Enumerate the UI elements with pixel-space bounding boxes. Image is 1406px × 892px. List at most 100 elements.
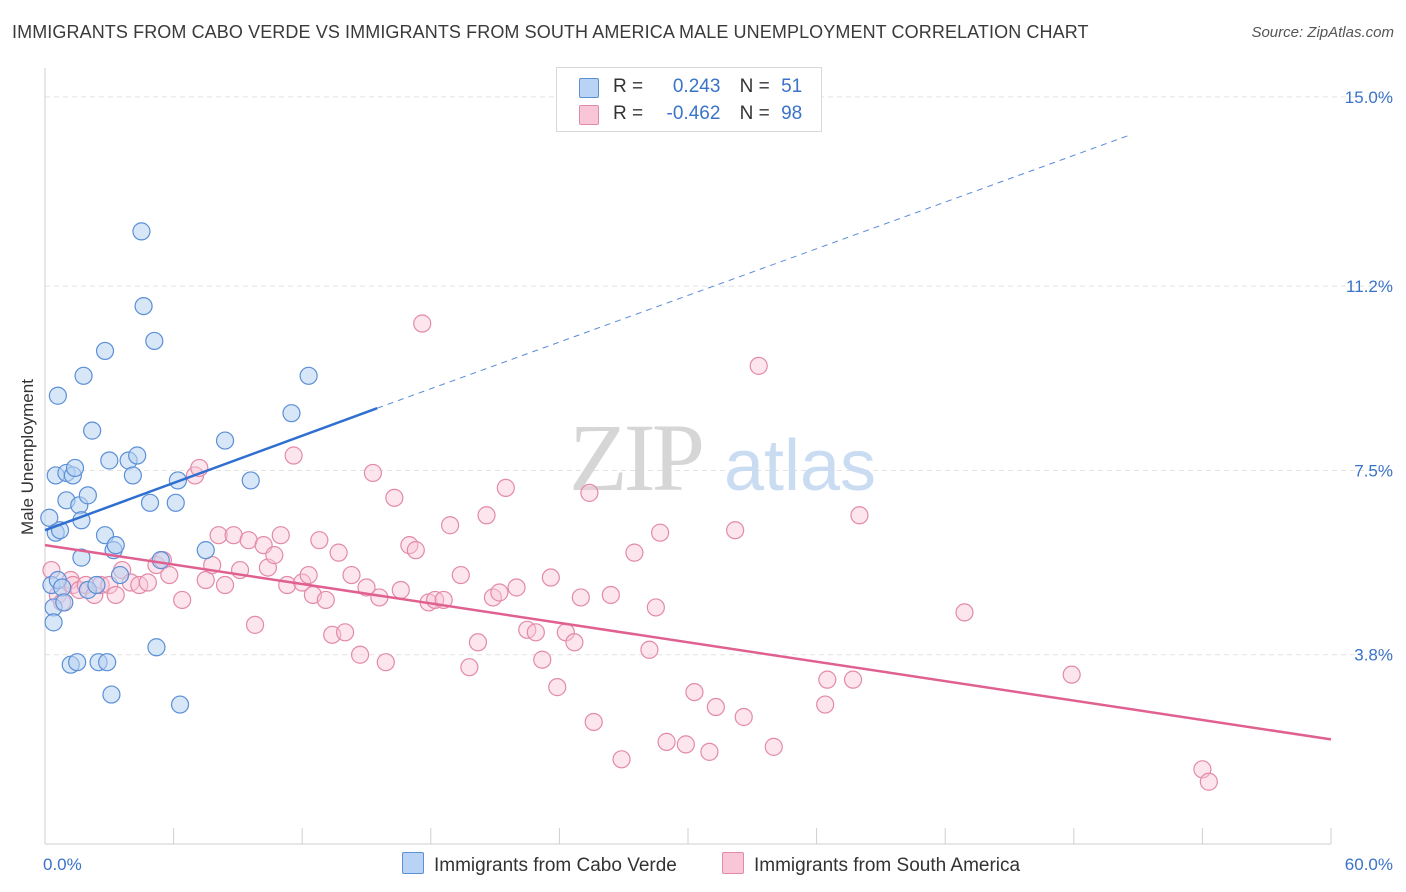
point-south-america [676, 735, 695, 754]
point-south-america [350, 645, 370, 664]
point-cabo-verde [145, 331, 164, 351]
point-south-america [160, 565, 179, 585]
point-south-america [391, 580, 410, 600]
point-cabo-verde [196, 541, 215, 560]
point-cabo-verde [53, 578, 72, 597]
point-south-america [376, 653, 395, 672]
point-south-america [625, 543, 644, 562]
x-tick-label: 60.0% [1345, 855, 1393, 874]
point-south-america [565, 633, 584, 652]
point-south-america [224, 526, 243, 545]
point-south-america [440, 516, 460, 535]
legend-n-value: 98 [781, 103, 803, 124]
legend-r-label: R = [613, 76, 644, 97]
watermark-zip: ZIP [569, 404, 702, 511]
watermark: ZIP atlas [569, 404, 876, 511]
point-south-america [406, 541, 425, 560]
point-cabo-verde [170, 695, 190, 714]
point-cabo-verde [241, 471, 260, 490]
point-south-america [955, 603, 974, 622]
legend-r-label: R = [613, 103, 644, 124]
chart-title: IMMIGRANTS FROM CABO VERDE VS IMMIGRANTS… [12, 22, 1089, 42]
point-cabo-verde [299, 366, 318, 385]
point-south-america [651, 523, 670, 542]
point-south-america [526, 623, 545, 642]
point-south-america [310, 531, 329, 550]
point-south-america [657, 732, 676, 751]
point-south-america [584, 712, 603, 732]
bottom-legend-swatch-pink [722, 852, 744, 874]
point-cabo-verde [98, 653, 117, 672]
point-south-america [685, 682, 704, 702]
point-cabo-verde [48, 386, 67, 405]
point-south-america [265, 546, 284, 565]
point-south-america [278, 575, 297, 595]
legend-swatch-pink [579, 105, 599, 125]
point-south-america [726, 521, 745, 540]
point-cabo-verde [132, 222, 151, 241]
legend-swatch-blue [579, 78, 599, 98]
point-cabo-verde [55, 593, 74, 612]
bottom-legend-label-cabo-verde: Immigrants from Cabo Verde [434, 855, 677, 876]
point-south-america [646, 598, 665, 617]
point-south-america [363, 463, 383, 483]
y-tick-label: 3.8% [1354, 646, 1393, 665]
point-south-america [843, 670, 863, 689]
trend-line-south-america [44, 543, 1332, 741]
point-cabo-verde [78, 486, 97, 505]
bottom-legend-label-south-america: Immigrants from South America [754, 855, 1021, 876]
y-tick-label: 11.2% [1346, 277, 1393, 296]
point-cabo-verde [83, 421, 102, 440]
bottom-legend-cabo-verde: Immigrants from Cabo Verde [402, 852, 677, 877]
point-cabo-verde [87, 575, 106, 595]
point-south-america [580, 483, 599, 502]
tick-labels: 3.8% 7.5% 11.2% 15.0% 0.0% 60.0% [43, 88, 1393, 874]
point-south-america [239, 531, 258, 550]
watermark-atlas: atlas [724, 426, 876, 506]
point-cabo-verde [166, 493, 185, 512]
point-south-america [196, 570, 215, 590]
point-south-america [601, 585, 620, 605]
point-south-america [640, 640, 659, 659]
point-south-america [816, 695, 835, 714]
series-cabo-verde-points [40, 222, 318, 714]
point-south-america [1062, 665, 1081, 684]
point-cabo-verde [100, 451, 119, 470]
point-south-america [460, 658, 479, 677]
point-south-america [342, 565, 361, 585]
legend-r-value: -0.462 [666, 103, 721, 124]
point-cabo-verde [40, 508, 59, 527]
point-cabo-verde [68, 653, 87, 672]
trend-line-cabo-verde-extension [377, 135, 1128, 409]
point-cabo-verde [110, 565, 130, 585]
point-south-america [451, 565, 470, 585]
trend-line-cabo-verde [44, 407, 378, 532]
x-tick-label: 0.0% [43, 855, 82, 874]
point-south-america [706, 697, 725, 717]
point-cabo-verde [151, 551, 170, 570]
point-cabo-verde [147, 638, 166, 657]
point-cabo-verde [215, 431, 235, 450]
point-south-america [245, 615, 265, 634]
trend-lines [44, 135, 1332, 741]
series-south-america-points [42, 314, 1218, 791]
point-cabo-verde [44, 613, 63, 632]
point-south-america [335, 623, 355, 642]
point-south-america [1199, 772, 1218, 791]
point-south-america [533, 650, 552, 669]
point-south-america [299, 565, 318, 585]
point-south-america [106, 585, 125, 605]
correlation-legend: R = 0.243 N = 51 R = -0.462 N = 98 [556, 67, 822, 132]
point-south-america [548, 678, 567, 697]
axes [44, 68, 1332, 845]
point-south-america [468, 633, 488, 652]
point-south-america [477, 506, 496, 525]
point-south-america [209, 526, 228, 545]
legend-n-label: N = [739, 103, 770, 124]
point-cabo-verde [140, 493, 160, 512]
point-south-america [138, 573, 157, 592]
point-cabo-verde [95, 341, 115, 361]
bottom-legend-swatch-blue [402, 852, 424, 874]
point-cabo-verde [134, 296, 153, 316]
